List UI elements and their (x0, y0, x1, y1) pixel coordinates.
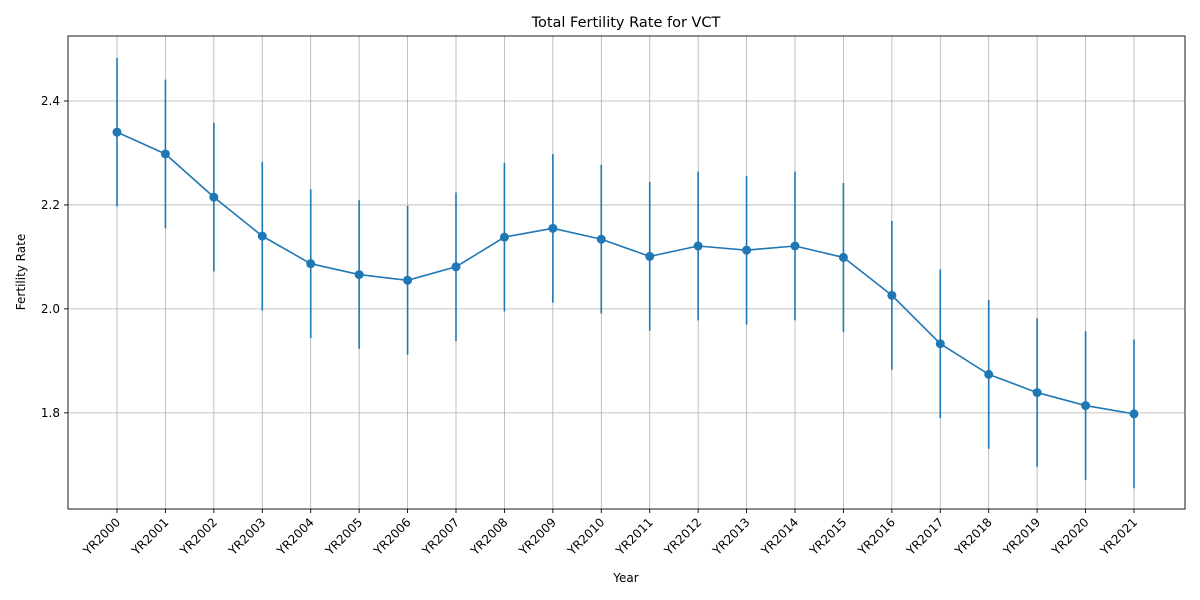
data-point (693, 241, 703, 251)
data-point (112, 127, 122, 137)
y-tick-label: 2.2 (41, 198, 60, 212)
data-point (790, 241, 800, 251)
chart-title: Total Fertility Rate for VCT (531, 15, 721, 31)
series-line (116, 131, 1135, 415)
data-point (354, 270, 364, 280)
data-point (403, 275, 413, 285)
data-point (1081, 401, 1091, 411)
data-point (257, 231, 267, 241)
data-point (935, 339, 945, 349)
data-point (451, 262, 461, 272)
data-point (1129, 409, 1139, 419)
data-point (306, 259, 316, 269)
y-axis-label: Fertility Rate (14, 234, 28, 310)
data-point (887, 290, 897, 300)
y-tick-label: 1.8 (41, 406, 60, 420)
data-point (1032, 388, 1042, 398)
y-tick-label: 2.4 (41, 94, 60, 108)
data-point (742, 245, 752, 255)
data-point (160, 149, 170, 159)
data-point (209, 192, 219, 202)
plot-frame (67, 35, 1186, 510)
x-axis-label: Year (612, 571, 638, 585)
point-layer (112, 127, 1139, 419)
y-tick-label: 2.0 (41, 302, 60, 316)
y-axis: 1.8 2.0 2.2 2.4 (41, 94, 68, 420)
data-point (596, 234, 606, 244)
data-point (548, 223, 558, 233)
data-point (499, 232, 509, 242)
data-point (645, 251, 655, 261)
data-point (984, 369, 994, 379)
data-point (838, 252, 848, 262)
line-layer (116, 131, 1135, 415)
